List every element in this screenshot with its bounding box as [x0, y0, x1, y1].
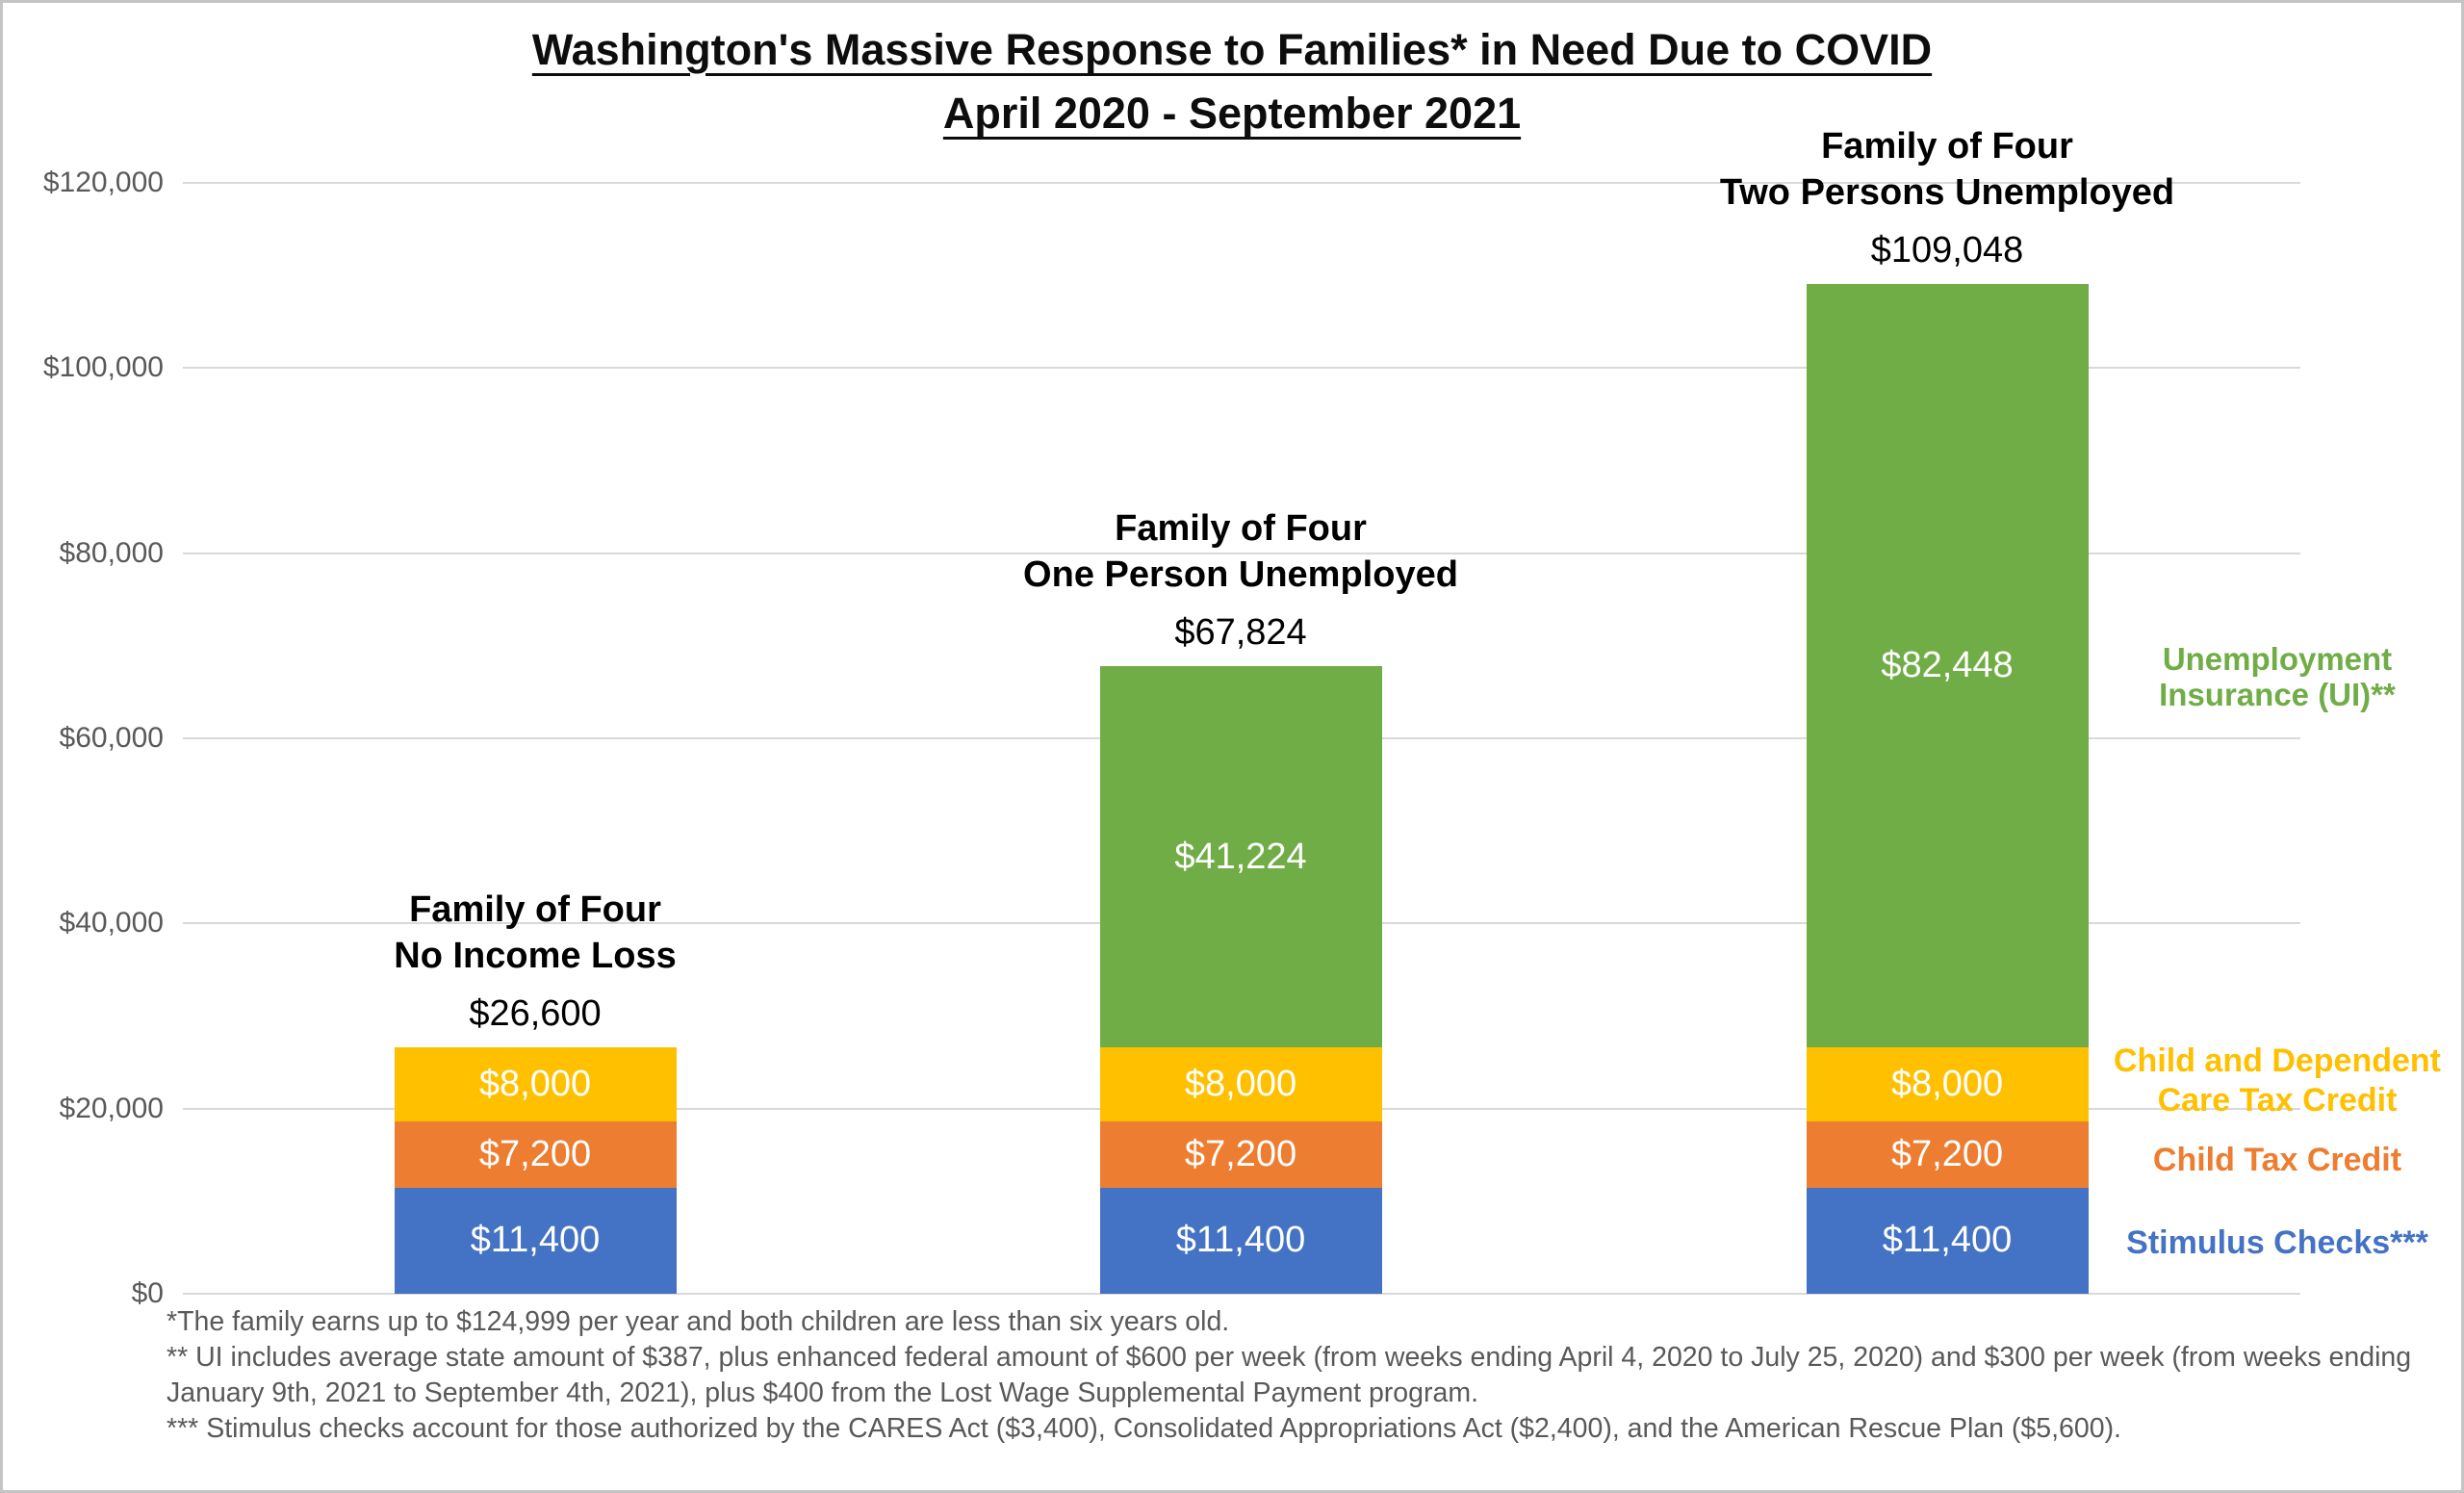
y-axis-tick-label: $20,000: [59, 1092, 164, 1124]
legend-item-2: Child Tax Credit: [2111, 1141, 2444, 1179]
footnote-line: *The family earns up to $124,999 per yea…: [167, 1306, 1230, 1337]
chart-title: Washington's Massive Response to Familie…: [531, 25, 1933, 74]
legend-item-line: Stimulus Checks***: [2126, 1224, 2428, 1261]
bar-category-label-line: No Income Loss: [394, 936, 677, 977]
segment-value-label: $11,400: [470, 1220, 601, 1261]
legend-item-line: Child Tax Credit: [2152, 1142, 2402, 1178]
chart-subtitle: April 2020 - September 2021: [942, 89, 1522, 138]
bar-segment: $8,000: [394, 1047, 677, 1122]
y-axis-tick-label: $40,000: [59, 907, 164, 940]
legend-item-line: Child and Dependent: [2114, 1043, 2441, 1079]
gridline-$100,000: [183, 367, 2300, 370]
y-axis-tick-label: $100,000: [42, 351, 164, 384]
legend-item-line: Unemployment: [2162, 641, 2393, 677]
segment-value-label: $8,000: [478, 1064, 592, 1105]
bar-category-label: Family of Four One Person Unemployed: [894, 505, 1587, 598]
bar-category-label: Family of Four No Income Loss: [189, 887, 882, 979]
legend-item-line: Insurance (UI)**: [2159, 677, 2396, 712]
bar-category-label-line: Two Persons Unemployed: [1719, 172, 2175, 214]
footnotes-block: *The family earns up to $124,999 per yea…: [167, 1304, 2414, 1447]
footnote-line: ** UI includes average state amount of $…: [167, 1342, 2412, 1408]
segment-value-label: $7,200: [478, 1134, 592, 1175]
gridline-$80,000: [183, 552, 2300, 554]
segment-value-label: $82,448: [1881, 645, 2014, 686]
legend-item-3: Stimulus Checks***: [2111, 1223, 2444, 1262]
legend-item-line: Care Tax Credit: [2157, 1082, 2398, 1119]
y-axis-tick-label: $80,000: [59, 536, 164, 569]
bar-category-label-line: Family of Four: [1115, 507, 1367, 549]
y-axis-tick-label: $0: [131, 1277, 164, 1309]
segment-value-label: $7,200: [1890, 1134, 2004, 1175]
bar-segment: $8,000: [1806, 1047, 2089, 1122]
bar-segment: $82,448: [1806, 284, 2089, 1048]
bar-segment: $8,000: [1099, 1047, 1382, 1122]
bar-segment: $11,400: [1099, 1188, 1382, 1294]
legend-item-0: Unemployment Insurance (UI)**: [2111, 641, 2444, 712]
segment-value-label: $11,400: [1882, 1220, 2013, 1261]
y-axis-tick-label: $120,000: [42, 167, 164, 198]
bar-category-label: Family of Four Two Persons Unemployed: [1601, 123, 2294, 216]
bar-segment: $7,200: [1099, 1121, 1382, 1189]
y-axis-tick-label: $60,000: [59, 722, 164, 754]
bar-total-label: $109,048: [1870, 230, 2024, 271]
bar-segment: $11,400: [1806, 1188, 2089, 1294]
bar-segment: $7,200: [394, 1121, 677, 1189]
gridline-$0: [183, 1293, 2300, 1295]
legend-item-1: Child and Dependent Care Tax Credit: [2111, 1042, 2444, 1120]
gridline-$120,000: [183, 182, 2300, 184]
bar-category-label-line: Family of Four: [409, 889, 661, 931]
segment-value-label: $8,000: [1890, 1064, 2004, 1105]
plot-area: $0 $20,000 $40,000 $60,000 $80,000 $100,000 $1…: [3, 3, 2461, 1490]
bar-segment: $41,224: [1099, 665, 1382, 1048]
segment-value-label: $11,400: [1175, 1220, 1306, 1261]
segment-value-label: $7,200: [1184, 1134, 1297, 1175]
bar-category-label-line: One Person Unemployed: [1023, 553, 1458, 595]
bar-total-label: $26,600: [469, 993, 602, 1035]
segment-value-label: $8,000: [1184, 1064, 1297, 1105]
bar-segment: $11,400: [394, 1188, 677, 1294]
footnote-line: *** Stimulus checks account for those au…: [167, 1413, 2121, 1444]
bar-segment: $7,200: [1806, 1121, 2089, 1189]
bar-category-label-line: Family of Four: [1821, 126, 2073, 167]
segment-value-label: $41,224: [1174, 836, 1307, 877]
bar-total-label: $67,824: [1174, 611, 1307, 653]
chart-title-block: Washington's Massive Response to Familie…: [3, 18, 2461, 145]
